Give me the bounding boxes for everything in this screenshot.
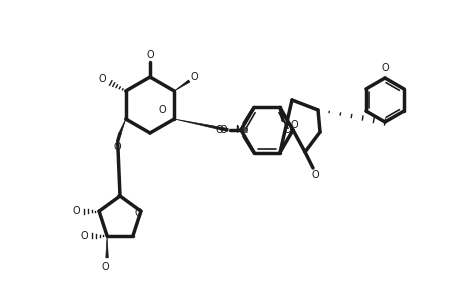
- Text: O: O: [283, 125, 290, 136]
- Text: O: O: [310, 170, 318, 180]
- Text: Me: Me: [235, 126, 248, 135]
- Text: O: O: [290, 121, 297, 130]
- Text: O: O: [190, 72, 198, 82]
- Polygon shape: [118, 194, 120, 196]
- Polygon shape: [174, 119, 228, 131]
- Polygon shape: [106, 236, 108, 258]
- Polygon shape: [174, 80, 190, 91]
- Text: O: O: [99, 74, 106, 84]
- Text: O: O: [218, 125, 226, 135]
- Text: O: O: [101, 262, 109, 272]
- Text: O: O: [114, 142, 121, 152]
- Text: O: O: [146, 50, 153, 60]
- Text: O: O: [215, 125, 222, 135]
- Text: O: O: [158, 105, 165, 115]
- Text: O: O: [381, 63, 388, 73]
- Polygon shape: [150, 76, 151, 77]
- Text: Me: Me: [235, 125, 248, 134]
- Text: O: O: [134, 208, 141, 218]
- Text: O: O: [80, 231, 88, 241]
- Text: O: O: [72, 206, 80, 216]
- Polygon shape: [118, 119, 125, 134]
